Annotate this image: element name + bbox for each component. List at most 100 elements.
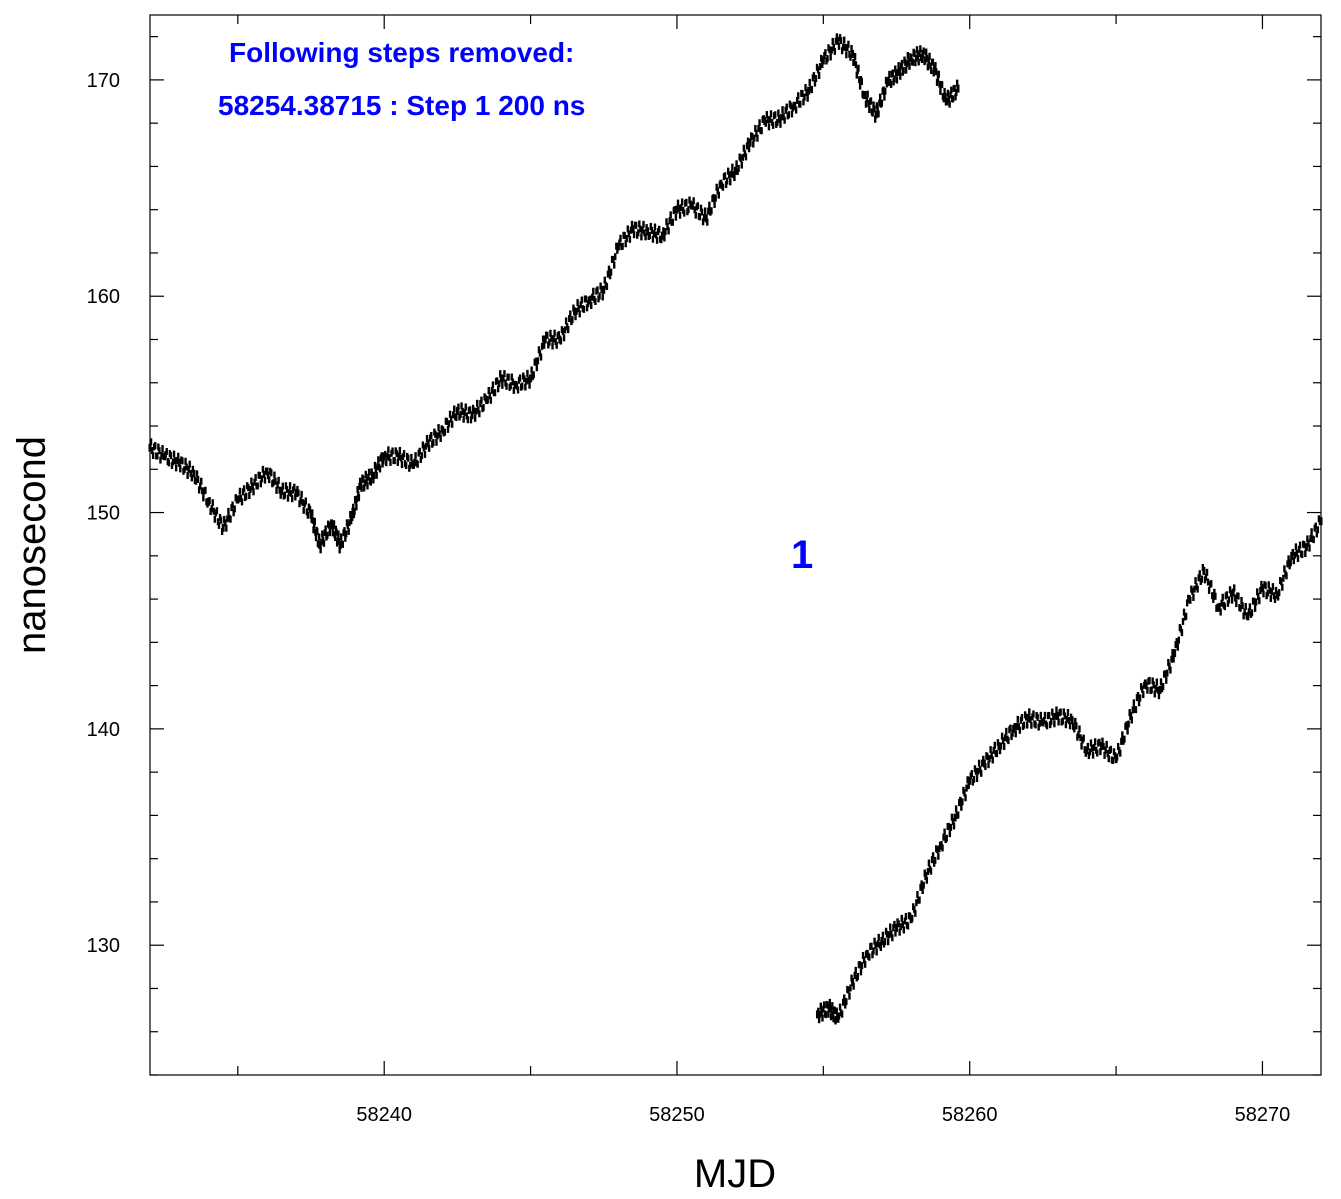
data-point-segment <box>382 457 385 465</box>
data-point-segment <box>998 747 1002 755</box>
data-point-segment <box>323 529 327 537</box>
data-point <box>968 776 972 785</box>
data-point-segment <box>898 928 901 936</box>
data-point-segment <box>286 494 290 502</box>
data-point-segment <box>427 444 431 452</box>
data-point-segment <box>213 515 217 523</box>
data-point-segment <box>419 455 422 463</box>
data-point-segment <box>947 822 950 830</box>
data-point-segment <box>231 501 234 509</box>
data-point-segment <box>890 930 893 938</box>
data-point-segment <box>159 456 162 464</box>
data-point-segment <box>914 54 918 62</box>
data-point-segment <box>1282 574 1285 582</box>
data-point <box>1056 711 1060 720</box>
data-point-segment <box>847 986 850 994</box>
data-point-segment <box>967 782 970 790</box>
data-point-segment <box>1064 721 1068 729</box>
data-point-segment <box>1198 570 1201 578</box>
data-point-segment <box>980 769 983 777</box>
data-point-segment <box>1096 749 1099 757</box>
data-point-segment <box>812 72 816 80</box>
data-point-segment <box>567 326 570 334</box>
data-point-segment <box>311 516 315 524</box>
data-point-segment <box>880 99 884 107</box>
data-point-segment <box>869 97 873 105</box>
data-point-segment <box>490 386 494 394</box>
data-point <box>148 443 152 452</box>
data-point-segment <box>864 100 868 108</box>
data-point-segment <box>1146 686 1149 694</box>
data-point-segment <box>1307 539 1310 547</box>
data-point-segment <box>816 66 820 74</box>
data-point-segment <box>275 486 278 494</box>
data-point-segment <box>1233 584 1236 592</box>
data-point <box>397 452 401 461</box>
data-point-segment <box>889 923 892 931</box>
data-point-segment <box>917 58 920 66</box>
data-point-segment <box>1166 669 1169 677</box>
data-point-segment <box>1116 742 1120 750</box>
data-point-segment <box>779 120 782 128</box>
data-point-segment <box>569 310 572 318</box>
data-point-segment <box>619 234 622 242</box>
data-point-segment <box>1029 715 1032 723</box>
data-point-segment <box>835 1007 838 1015</box>
data-point-segment <box>1050 717 1053 725</box>
data-point-segment <box>219 516 223 524</box>
data-point-segment <box>790 110 794 118</box>
data-point-segment <box>502 374 505 382</box>
data-point-segment <box>818 1010 822 1018</box>
data-point-segment <box>1022 721 1026 729</box>
data-point-segment <box>460 402 463 410</box>
data-point-segment <box>600 286 603 294</box>
data-point-segment <box>642 220 645 228</box>
data-point-segment <box>629 226 633 234</box>
data-point-segment <box>945 834 948 842</box>
data-point-segment <box>713 200 716 208</box>
data-point-segment <box>491 381 495 389</box>
data-point-segment <box>667 227 670 235</box>
data-point-segment <box>991 756 994 764</box>
data-point-segment <box>929 62 932 70</box>
data-point-segment <box>196 475 200 483</box>
data-point-segment <box>457 403 460 411</box>
data-point-segment <box>290 495 294 503</box>
data-point-segment <box>321 530 324 538</box>
data-point-segment <box>165 448 168 456</box>
data-point-segment <box>549 329 552 337</box>
data-point-segment <box>262 470 266 478</box>
data-point-segment <box>1014 730 1017 738</box>
data-point-segment <box>1189 596 1192 604</box>
data-point-segment <box>920 880 923 888</box>
data-point-segment <box>849 53 852 61</box>
data-point-segment <box>313 517 316 525</box>
data-point-segment <box>876 940 879 948</box>
data-point <box>909 54 913 63</box>
data-point-segment <box>793 101 797 109</box>
data-point-segment <box>783 116 786 124</box>
data-point-segment <box>208 497 211 505</box>
data-point-segment <box>185 463 188 471</box>
data-point-segment <box>1271 583 1275 591</box>
data-point-segment <box>986 753 989 761</box>
data-point-segment <box>937 852 940 860</box>
data-point-segment <box>277 476 280 484</box>
data-point-segment <box>1043 711 1047 719</box>
data-point-segment <box>1127 720 1130 728</box>
data-point-segment <box>248 492 251 500</box>
data-point-segment <box>831 37 834 45</box>
data-point-segment <box>352 503 355 511</box>
data-point-segment <box>947 95 950 103</box>
data-point-segment <box>1197 574 1200 582</box>
data-point-segment <box>172 450 176 458</box>
data-point-segment <box>861 951 865 959</box>
data-point-segment <box>963 789 966 797</box>
data-point-segment <box>906 51 910 59</box>
data-point-segment <box>367 473 370 481</box>
data-point <box>221 523 225 532</box>
data-point-segment <box>177 452 180 460</box>
data-point <box>777 114 781 123</box>
data-point-segment <box>274 477 277 485</box>
data-point-segment <box>936 75 940 83</box>
